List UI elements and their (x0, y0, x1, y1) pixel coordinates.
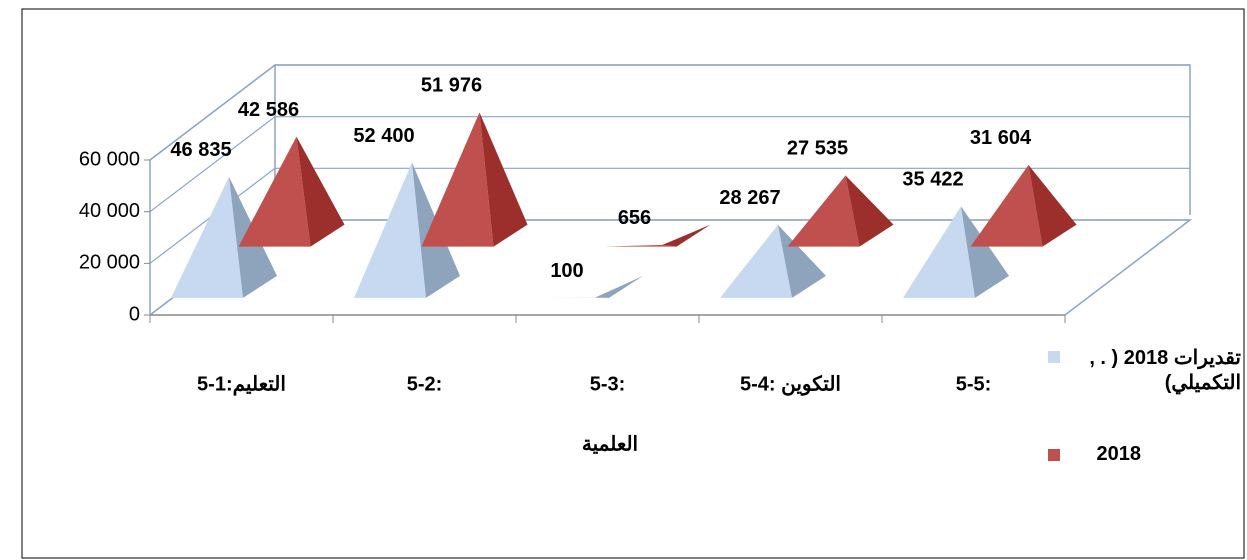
x-tick-label: 5-2: (407, 373, 443, 395)
pyramid-side (296, 136, 345, 247)
pyramid-front (171, 176, 243, 298)
pyramid (970, 164, 1077, 247)
pyramid-front (720, 224, 792, 298)
grid-line (149, 167, 1190, 264)
pyramid (238, 136, 345, 247)
grid-line (149, 64, 1190, 161)
chart-frame (21, 8, 1245, 559)
pyramid (903, 206, 1009, 298)
x-axis-title: العلمية (582, 433, 638, 455)
data-label: 42 586 (238, 99, 299, 121)
pyramid-front (354, 162, 426, 298)
x-tick-label: 5-3: (590, 373, 626, 395)
x-tick-label: 5-4: التكوين (740, 373, 841, 396)
data-label: 27 535 (787, 138, 848, 160)
pyramid-front (421, 112, 494, 247)
pyramid (421, 112, 528, 247)
pyramid-side (961, 206, 1009, 298)
x-tick-label: 5-5: (956, 373, 992, 395)
data-label: 31 604 (970, 127, 1032, 149)
pyramid-side (845, 175, 894, 247)
legend-entry: 2018 (1096, 443, 1142, 465)
pyramid-side (778, 224, 826, 298)
x-tick-label: 5-1:التعليم (197, 373, 286, 396)
data-label: 35 422 (902, 169, 963, 191)
legend-swatch (1048, 449, 1060, 461)
legend-entry: تقديرات 2018 ( . , التكميلي) (1089, 347, 1241, 394)
pyramid-front (970, 164, 1043, 247)
pyramid (604, 224, 711, 247)
pyramid (787, 175, 894, 247)
data-label: 52 400 (353, 125, 414, 147)
y-tick-label: 0 (129, 303, 140, 325)
pyramid (720, 224, 826, 298)
pyramid-front (238, 136, 311, 247)
legend-swatch (1048, 351, 1060, 363)
y-tick-label: 60 000 (79, 148, 140, 170)
y-tick-label: 20 000 (79, 252, 140, 274)
pyramid-side (1028, 164, 1077, 247)
pyramid (537, 275, 643, 298)
pyramid-side (662, 224, 711, 247)
data-label: 656 (618, 207, 651, 229)
y-tick-label: 40 000 (79, 200, 140, 222)
pyramid-side (479, 112, 528, 247)
pyramid-front (787, 175, 860, 247)
pyramid-front (604, 244, 677, 247)
pyramid-front (903, 206, 975, 298)
data-label: 100 (550, 260, 583, 282)
pyramid-side (595, 275, 643, 298)
data-label: 51 976 (421, 75, 482, 97)
data-label: 46 835 (170, 139, 231, 161)
data-label: 28 267 (719, 187, 780, 209)
grid-line (149, 116, 1190, 213)
